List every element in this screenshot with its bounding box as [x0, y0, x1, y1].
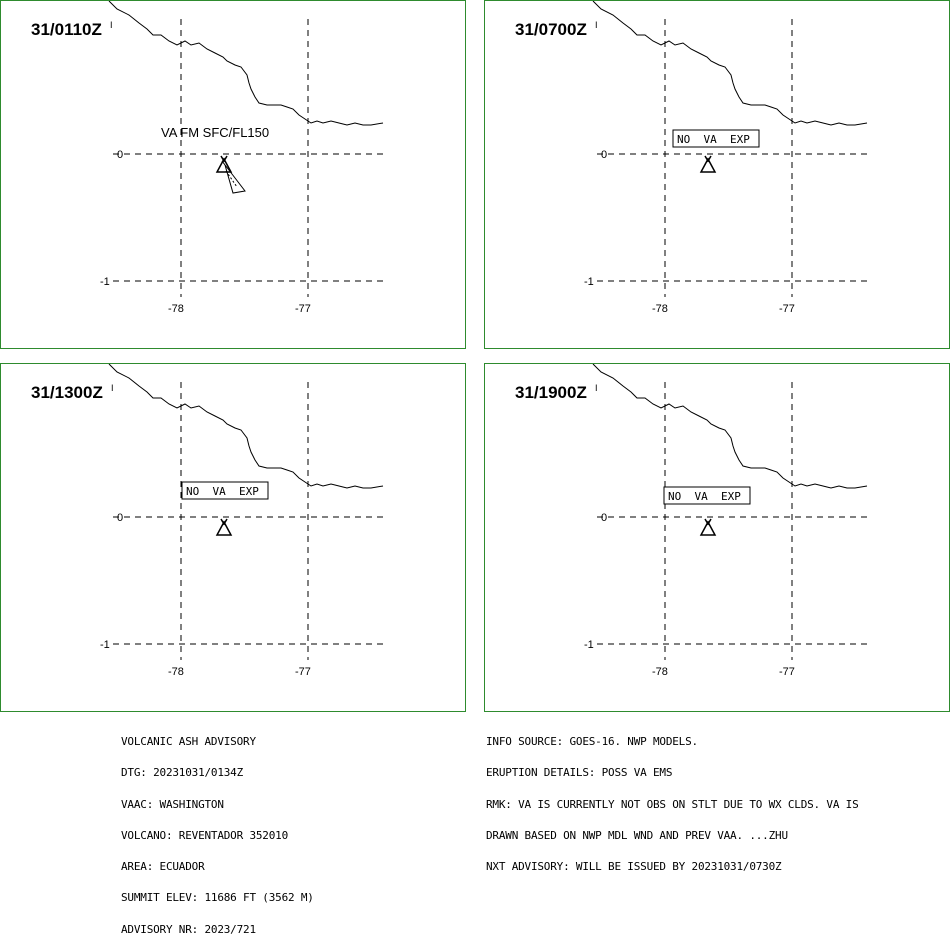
advisory-line: ERUPTION DETAILS: POSS VA EMS	[486, 766, 673, 780]
lon-tick-label: -77	[295, 666, 311, 678]
lat-tick-label: 0	[117, 512, 123, 524]
time-marker: I	[110, 20, 113, 30]
lon-tick-label: -77	[779, 303, 795, 315]
advisory-line: DTG: 20231031/0134Z	[121, 766, 244, 780]
ash-cloud-polygon	[221, 160, 246, 194]
valid-time-label: 31/0110Z	[31, 20, 102, 39]
advisory-line: SUMMIT ELEV: 11686 FT (3562 M)	[121, 891, 314, 905]
lat-lon-grid: -78 -77 0 -1	[584, 19, 869, 315]
time-marker: I	[111, 383, 114, 393]
volcano-triangle-icon	[699, 518, 717, 536]
annotation-box	[672, 129, 760, 148]
map-panel-2: -78 -77 0 -1 31/0700Z I NO VA EXP	[484, 0, 950, 349]
map-canvas: -78 -77 0 -1 31/0110Z I VA FM SFC/FL150	[31, 1, 385, 315]
lat-lon-grid: -78 -77 0 -1	[584, 382, 869, 678]
lon-tick-label: -77	[779, 666, 795, 678]
lon-tick-label: -78	[652, 666, 668, 678]
volcano-triangle-icon	[215, 518, 233, 536]
map-panel-3: -78 -77 0 -1 31/1300Z I NO VA EXP	[0, 363, 466, 712]
advisory-remarks-text: INFO SOURCE: GOES-16. NWP MODELS. ERUPTI…	[486, 716, 859, 883]
advisory-line: DRAWN BASED ON NWP MDL WND AND PREV VAA.…	[486, 828, 788, 842]
coastline	[592, 364, 868, 489]
lat-tick-label: -1	[584, 276, 594, 288]
lat-tick-label: 0	[117, 149, 123, 161]
lon-tick-label: -77	[295, 303, 311, 315]
advisory-line: AREA: ECUADOR	[121, 860, 205, 874]
time-marker: I	[595, 383, 598, 393]
coastline	[108, 1, 384, 126]
advisory-line: ADVISORY NR: 2023/721	[121, 922, 256, 936]
ash-annotation: NO VA EXP	[668, 490, 741, 503]
advisory-line: VOLCANIC ASH ADVISORY	[121, 735, 256, 748]
lat-lon-grid: -78 -77 0 -1	[100, 382, 385, 678]
valid-time-label: 31/1300Z	[31, 383, 103, 402]
lon-tick-label: -78	[168, 303, 184, 315]
advisory-header-text: VOLCANIC ASH ADVISORY DTG: 20231031/0134…	[121, 716, 314, 946]
coastline	[592, 1, 868, 126]
lon-tick-label: -78	[168, 666, 184, 678]
advisory-line: RMK: VA IS CURRENTLY NOT OBS ON STLT DUE…	[486, 797, 859, 811]
lat-tick-label: 0	[601, 149, 607, 161]
time-marker: I	[595, 20, 598, 30]
ash-annotation: NO VA EXP	[186, 485, 259, 498]
volcano-triangle-icon	[215, 155, 233, 173]
advisory-line: INFO SOURCE: GOES-16. NWP MODELS.	[486, 735, 698, 748]
map-panel-4: -78 -77 0 -1 31/1900Z I NO VA EXP	[484, 363, 950, 712]
advisory-line: NXT ADVISORY: WILL BE ISSUED BY 20231031…	[486, 860, 782, 874]
annotation-box	[663, 486, 751, 505]
ash-annotation: VA FM SFC/FL150	[161, 125, 269, 140]
map-canvas: -78 -77 0 -1 31/1300Z I NO VA EXP	[31, 364, 385, 678]
advisory-line: VAAC: WASHINGTON	[121, 797, 224, 811]
valid-time-label: 31/1900Z	[515, 383, 587, 402]
map-canvas: -78 -77 0 -1 31/1900Z I NO VA EXP	[515, 364, 869, 678]
ash-annotation: NO VA EXP	[677, 133, 750, 146]
map-panel-1: -78 -77 0 -1 31/0110Z I VA FM SFC/FL150	[0, 0, 466, 349]
lon-tick-label: -78	[652, 303, 668, 315]
advisory-line: VOLCANO: REVENTADOR 352010	[121, 828, 288, 842]
lat-tick-label: 0	[601, 512, 607, 524]
volcano-triangle-icon	[699, 155, 717, 173]
coastline	[108, 364, 384, 489]
lat-lon-grid: -78 -77 0 -1	[100, 19, 385, 315]
lat-tick-label: -1	[584, 639, 594, 651]
map-canvas: -78 -77 0 -1 31/0700Z I NO VA EXP	[515, 1, 869, 315]
lat-tick-label: -1	[100, 276, 110, 288]
lat-tick-label: -1	[100, 639, 110, 651]
annotation-box	[181, 481, 269, 500]
valid-time-label: 31/0700Z	[515, 20, 587, 39]
